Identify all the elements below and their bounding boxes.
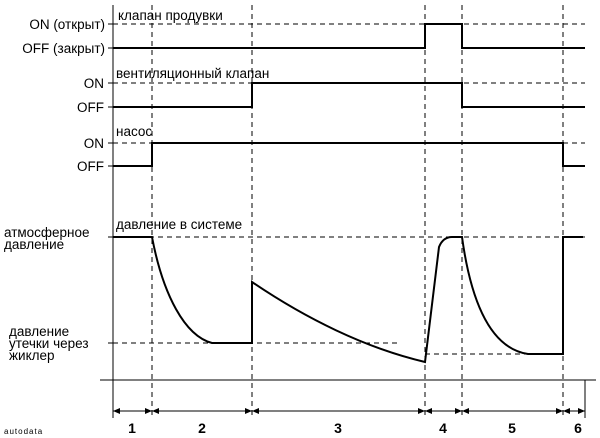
arrowhead-2r [245, 408, 252, 414]
purge-valve-title: клапан продувки [118, 8, 223, 23]
pump-waveform [113, 142, 585, 167]
vent-off-label: OFF [77, 100, 104, 115]
phase-label-5: 5 [508, 420, 516, 436]
phase-label-6: 6 [574, 420, 582, 436]
arrowheads [113, 408, 585, 414]
purge-off-label: OFF (закрыт) [22, 41, 105, 56]
watermark-logo: autodata [4, 427, 43, 436]
leak-pressure-label-1: давление [9, 324, 69, 339]
pump-off-label: OFF [77, 159, 104, 174]
arrowhead-1r [145, 408, 152, 414]
arrowhead-2l [152, 408, 159, 414]
purge-valve-waveform [113, 23, 585, 49]
pump-on-label: ON [84, 136, 104, 151]
vent-valve-waveform [113, 82, 585, 108]
phase-axis [100, 379, 596, 418]
leak-pressure-label-2: утечки через [9, 336, 89, 351]
arrowhead-1l [113, 408, 120, 414]
phase-label-4: 4 [439, 420, 447, 436]
arrowhead-3l [252, 408, 259, 414]
arrowhead-3r [418, 408, 425, 414]
vent-valve-title: вентиляционный клапан [116, 66, 269, 81]
leak-pressure-label-3: жиклер [9, 348, 55, 363]
arrowhead-4r [455, 408, 462, 414]
arrowhead-6r [578, 408, 585, 414]
phase-label-3: 3 [334, 420, 342, 436]
arrowhead-4l [425, 408, 432, 414]
axis-ticks [108, 23, 113, 344]
atm-pressure-label-1: атмосферное [4, 225, 90, 240]
arrowhead-5l [462, 408, 469, 414]
phase-label-1: 1 [128, 420, 136, 436]
arrowhead-5r [556, 408, 563, 414]
phase-label-2: 2 [198, 420, 206, 436]
vent-on-label: ON [84, 76, 104, 91]
pressure-waveform [113, 236, 583, 364]
pump-title: насос [116, 124, 152, 139]
arrowhead-6l [563, 408, 570, 414]
pressure-title: давление в системе [116, 217, 242, 232]
atm-pressure-label-2: давление [4, 237, 64, 252]
purge-on-label: ON (открыт) [29, 17, 105, 32]
